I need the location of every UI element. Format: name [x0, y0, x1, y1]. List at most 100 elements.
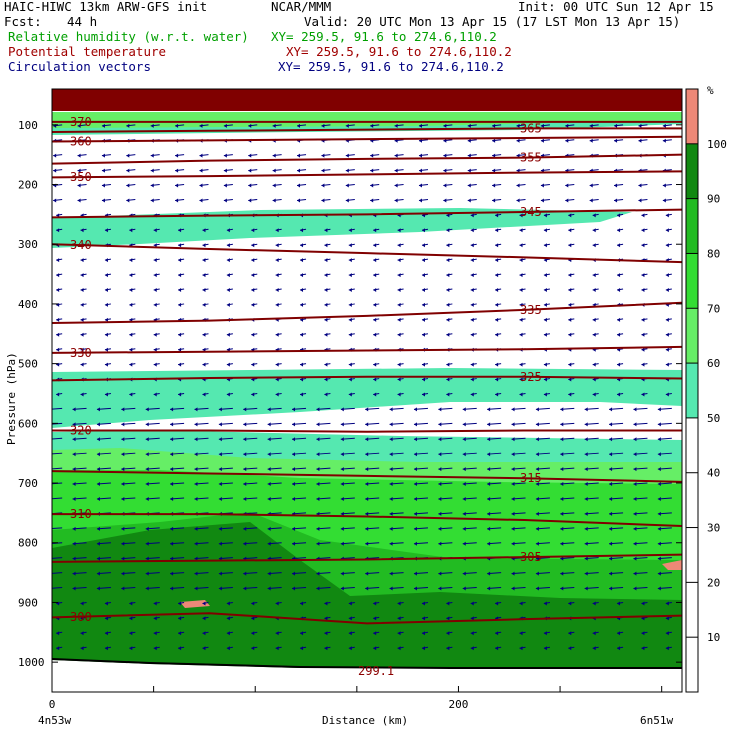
wind-vector-head [373, 317, 377, 322]
wind-vector-head [272, 153, 276, 158]
wind-vector-head [657, 437, 661, 442]
wind-vector-head [194, 437, 198, 442]
wind-vector-head [519, 646, 523, 651]
wind-vector-head [365, 586, 369, 591]
wind-vector-head [348, 228, 352, 233]
wind-vector-head [511, 526, 515, 531]
wind-vector-head [275, 243, 279, 248]
wind-vector-head [365, 482, 369, 487]
wind-vector-head [657, 526, 661, 531]
wind-vector-head [348, 646, 352, 651]
wind-vector-head [641, 362, 645, 367]
wind-vector-head [202, 228, 206, 233]
wind-vector-head [462, 571, 466, 576]
y-tick-label: 800 [18, 537, 38, 550]
wind-vector-head [251, 646, 255, 651]
wind-vector-head [487, 452, 491, 457]
wind-vector-head [633, 541, 637, 546]
wind-vector-head [324, 273, 328, 278]
wind-vector-head [129, 392, 133, 397]
wind-vector-head [150, 183, 154, 188]
wind-vector-head [511, 482, 515, 487]
wind-vector-head [617, 646, 621, 651]
wind-vector-head [121, 452, 125, 457]
wind-vector-head [104, 228, 108, 233]
wind-vector-head [248, 183, 252, 188]
wind-vector-head [218, 571, 222, 576]
wind-vector-head [170, 526, 174, 531]
wind-vector-head [543, 646, 547, 651]
wind-vector-head [194, 496, 198, 501]
wind-vector-head [413, 452, 417, 457]
wind-vector-head [365, 511, 369, 516]
wind-vector-head [535, 407, 539, 412]
wind-vector-head [145, 556, 149, 561]
wind-vector-head [467, 168, 471, 173]
wind-vector-head [365, 422, 369, 427]
wind-vector-head [218, 541, 222, 546]
wind-vector-head [101, 168, 105, 173]
y-axis: 100 200 300 400 500 600 700 800 900 1000 [18, 119, 682, 669]
wind-vector-head [592, 601, 596, 606]
wind-vector-head [178, 273, 182, 278]
wind-vector-head [470, 631, 474, 636]
wind-vector [52, 407, 63, 410]
wind-vector-head [495, 392, 499, 397]
wind-vector-head [251, 616, 255, 621]
wind-vector-head [72, 482, 76, 487]
wind-vector-head [519, 273, 523, 278]
wind-vector-head [243, 407, 247, 412]
colorbar-tick-label: 30 [707, 522, 720, 535]
wind-vector-head [80, 317, 84, 322]
wind-vector-head [104, 646, 108, 651]
wind-vector-head [617, 228, 621, 233]
wind-vector-head [267, 586, 271, 591]
wind-vector-head [80, 631, 84, 636]
wind-vector-head [243, 437, 247, 442]
wind-vector-head [129, 347, 133, 352]
wind-vector-head [617, 631, 621, 636]
wind-vector-head [443, 168, 447, 173]
wind-vector-head [495, 243, 499, 248]
wind-vector-head [370, 168, 374, 173]
wind-vector-head [446, 213, 450, 218]
y-tick-label: 400 [18, 298, 38, 311]
wind-vector-head [641, 213, 645, 218]
wind-vector-head [153, 258, 157, 263]
wind-vector-head [77, 153, 81, 158]
wind-vector-head [446, 317, 450, 322]
wind-vector-head [397, 631, 401, 636]
wind-vector-head [275, 631, 279, 636]
wind-vector-head [153, 273, 157, 278]
wind-vector-head [170, 407, 174, 412]
wind-vector-head [56, 228, 60, 233]
wind-vector-head [243, 571, 247, 576]
wind-vector-head [560, 452, 564, 457]
wind-vector-head [202, 646, 206, 651]
wind-vector-head [495, 228, 499, 233]
wind-vector-head [446, 228, 450, 233]
wind-vector-head [300, 228, 304, 233]
wind-vector-head [438, 437, 442, 442]
wind-vector-head [267, 571, 271, 576]
wind-vector-head [48, 557, 51, 561]
wind-vector-head [446, 258, 450, 263]
wind-vector-head [251, 302, 255, 307]
wind-vector-head [617, 362, 621, 367]
wind-vector-head [348, 631, 352, 636]
wind-vector-head [199, 198, 203, 203]
wind-vector-head [170, 496, 174, 501]
wind-vector-head [272, 123, 276, 128]
wind-vector-head [345, 198, 349, 203]
wind-vector-head [170, 437, 174, 442]
wind-vector-head [438, 407, 442, 412]
wind-vector-head [462, 496, 466, 501]
wind-vector-head [662, 183, 666, 188]
wind-vector-head [121, 467, 125, 472]
wind-vector-head [53, 198, 57, 203]
wind-vector-head [535, 496, 539, 501]
wind-vector-head [495, 288, 499, 293]
wind-vector-head [657, 407, 661, 412]
wind-vector-head [101, 123, 105, 128]
